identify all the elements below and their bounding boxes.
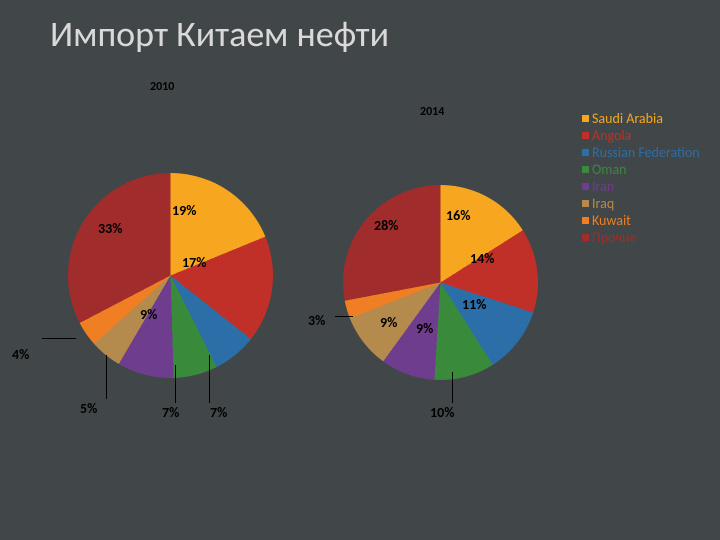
legend-item: Iran <box>582 178 702 195</box>
legend-item: Прочие <box>582 229 702 246</box>
slice-label: 7% <box>210 404 227 421</box>
legend-label: Прочие <box>592 229 637 246</box>
legend-label: Iraq <box>592 195 614 212</box>
leader-line <box>175 365 176 403</box>
slice-label: 9% <box>380 314 397 331</box>
legend-swatch <box>582 149 589 156</box>
legend-item: Russian Federation <box>582 144 702 161</box>
legend-label: Russian Federation <box>592 144 700 161</box>
legend-swatch <box>582 166 589 173</box>
slice-label: 7% <box>162 404 179 421</box>
slice-label: 9% <box>416 320 433 337</box>
leader-line <box>209 355 210 403</box>
legend-label: Kuwait <box>592 212 631 229</box>
leader-line <box>335 316 353 317</box>
legend-swatch <box>582 200 589 207</box>
slide-title: Импорт Китаем нефти <box>50 12 389 56</box>
legend-label: Oman <box>592 161 627 178</box>
slice-label: 33% <box>98 220 122 237</box>
pie-disc <box>68 173 273 378</box>
chart-title-left: 2010 <box>150 80 174 94</box>
legend: Saudi ArabiaAngolaRussian FederationOman… <box>582 110 702 246</box>
slice-label: 16% <box>446 207 470 224</box>
leader-line <box>106 355 107 399</box>
slide: Импорт Китаем нефти Saudi ArabiaAngolaRu… <box>0 0 720 540</box>
slice-label: 19% <box>172 202 196 219</box>
slice-label: 17% <box>182 254 206 271</box>
legend-item: Kuwait <box>582 212 702 229</box>
legend-item: Angola <box>582 127 702 144</box>
pie-left <box>68 173 273 378</box>
leader-line <box>42 338 76 339</box>
legend-swatch <box>582 132 589 139</box>
slice-label: 10% <box>430 404 454 421</box>
slice-label: 5% <box>80 400 97 417</box>
legend-item: Saudi Arabia <box>582 110 702 127</box>
pie-disc <box>343 185 538 380</box>
legend-swatch <box>582 234 589 241</box>
leader-line <box>452 372 453 403</box>
legend-label: Angola <box>592 127 631 144</box>
slice-label: 9% <box>140 306 157 323</box>
slice-label: 14% <box>470 250 494 267</box>
chart-title-right: 2014 <box>420 105 444 119</box>
legend-item: Oman <box>582 161 702 178</box>
slice-label: 11% <box>462 296 486 313</box>
slice-label: 28% <box>374 217 398 234</box>
legend-swatch <box>582 115 589 122</box>
legend-item: Iraq <box>582 195 702 212</box>
legend-swatch <box>582 217 589 224</box>
legend-swatch <box>582 183 589 190</box>
slice-label: 4% <box>12 346 29 363</box>
legend-label: Saudi Arabia <box>592 110 663 127</box>
pie-right <box>343 185 538 380</box>
legend-label: Iran <box>592 178 614 195</box>
slice-label: 3% <box>308 312 325 329</box>
